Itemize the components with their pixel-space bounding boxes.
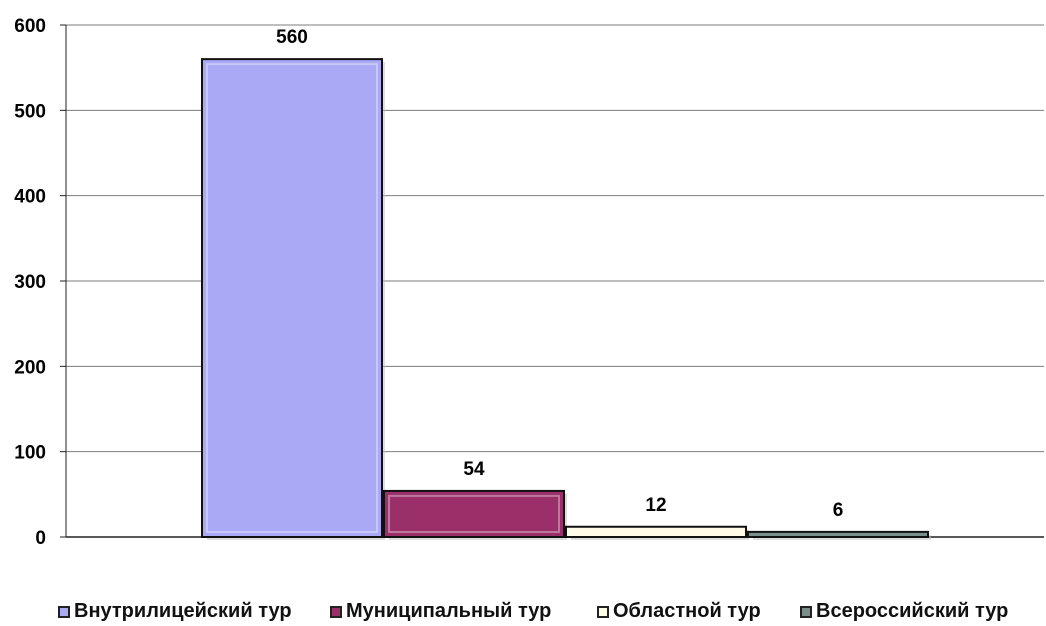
bars: [201, 58, 931, 541]
data-label: 560: [276, 27, 308, 48]
bar-chart: 0 100 200 300 400 500 600 560 54 12 6: [14, 16, 1044, 549]
data-label: 54: [463, 459, 485, 480]
y-tick-label: 100: [14, 443, 46, 464]
data-labels: 560 54 12 6: [276, 27, 843, 521]
bar-bevel: [206, 63, 378, 533]
legend-swatch: [597, 605, 609, 618]
legend-label: Внутрилицейский тур: [74, 600, 292, 622]
legend-item-national: Всероссийский тур: [800, 600, 1008, 623]
y-axis: 0 100 200 300 400 500 600: [14, 16, 1044, 549]
y-tick-label: 300: [14, 272, 46, 293]
legend-swatch: [330, 605, 342, 618]
legend-item-regional: Областной тур: [597, 600, 761, 623]
bar: [201, 58, 383, 539]
y-tick-label: 400: [14, 187, 46, 208]
legend-item-municipal: Муниципальный тур: [330, 600, 551, 623]
legend-item-internal: Внутрилицейский тур: [58, 600, 292, 623]
y-tick-label: 200: [14, 357, 46, 378]
bar: [747, 530, 929, 539]
legend-swatch: [800, 605, 812, 618]
legend-label: Всероссийский тур: [816, 600, 1009, 622]
data-label: 12: [645, 495, 666, 516]
bar: [383, 489, 565, 539]
y-tick-label: 500: [14, 101, 46, 122]
legend-label: Областной тур: [613, 600, 761, 622]
legend-swatch: [58, 605, 70, 618]
y-tick-label: 600: [14, 16, 46, 37]
bar-bevel: [388, 494, 560, 534]
data-label: 6: [833, 500, 844, 521]
bar: [565, 525, 747, 539]
legend-label: Муниципальный тур: [346, 600, 552, 622]
legend: Внутрилицейский тур Муниципальный тур Об…: [0, 600, 1046, 626]
y-tick-label: 0: [35, 528, 46, 549]
